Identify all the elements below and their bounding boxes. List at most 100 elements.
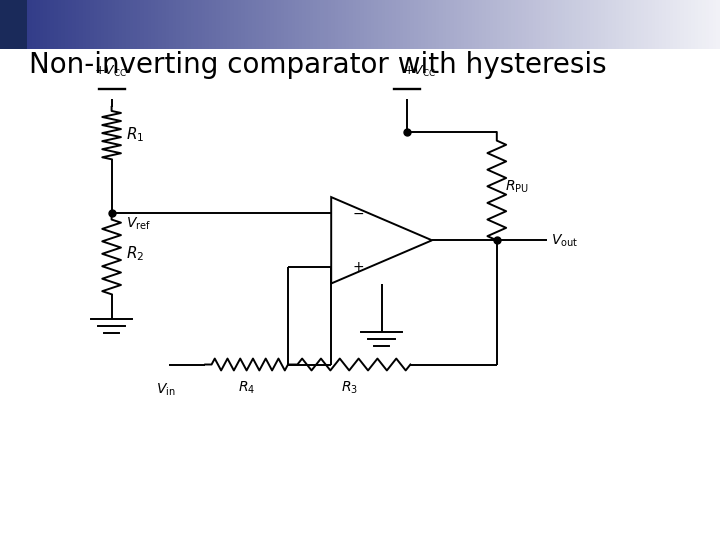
Text: $R_3$: $R_3$: [341, 380, 358, 396]
Text: $V_{\rm out}$: $V_{\rm out}$: [551, 232, 578, 248]
Bar: [328, 0, 331, 49]
Bar: [148, 0, 151, 49]
Text: Non-inverting comparator with hysteresis: Non-inverting comparator with hysteresis: [29, 51, 606, 79]
Bar: [11, 0, 14, 49]
Bar: [378, 0, 382, 49]
Bar: [209, 0, 212, 49]
Bar: [7, 0, 11, 49]
Text: $R_2$: $R_2$: [126, 245, 144, 263]
Bar: [522, 0, 526, 49]
Bar: [450, 0, 454, 49]
Bar: [166, 0, 169, 49]
Bar: [360, 0, 364, 49]
Bar: [4, 0, 7, 49]
Bar: [0, 0, 4, 49]
Bar: [317, 0, 320, 49]
Bar: [216, 0, 220, 49]
Text: $R_4$: $R_4$: [238, 380, 255, 396]
Bar: [14, 0, 18, 49]
Bar: [281, 0, 284, 49]
Bar: [425, 0, 428, 49]
Bar: [68, 0, 72, 49]
Bar: [403, 0, 407, 49]
Text: $+V_{\rm CC}$: $+V_{\rm CC}$: [403, 64, 436, 79]
Bar: [79, 0, 83, 49]
Bar: [558, 0, 562, 49]
Bar: [709, 0, 713, 49]
Bar: [349, 0, 353, 49]
Bar: [324, 0, 328, 49]
Bar: [457, 0, 461, 49]
Bar: [410, 0, 414, 49]
Bar: [40, 0, 43, 49]
Bar: [461, 0, 464, 49]
Bar: [428, 0, 432, 49]
Bar: [335, 0, 338, 49]
Bar: [551, 0, 554, 49]
Bar: [529, 0, 533, 49]
Bar: [288, 0, 292, 49]
Bar: [162, 0, 166, 49]
Bar: [688, 0, 691, 49]
Bar: [115, 0, 119, 49]
Bar: [122, 0, 126, 49]
Bar: [140, 0, 144, 49]
Bar: [504, 0, 508, 49]
Bar: [245, 0, 248, 49]
Bar: [446, 0, 450, 49]
Bar: [508, 0, 511, 49]
Bar: [702, 0, 706, 49]
Bar: [238, 0, 241, 49]
Bar: [648, 0, 652, 49]
Bar: [677, 0, 680, 49]
Bar: [58, 0, 61, 49]
Bar: [619, 0, 623, 49]
Bar: [126, 0, 130, 49]
Bar: [515, 0, 518, 49]
Bar: [634, 0, 637, 49]
Bar: [616, 0, 619, 49]
Bar: [652, 0, 655, 49]
Bar: [234, 0, 238, 49]
Bar: [338, 0, 342, 49]
Bar: [72, 0, 76, 49]
Bar: [25, 0, 29, 49]
Bar: [112, 0, 115, 49]
Bar: [302, 0, 306, 49]
Bar: [65, 0, 68, 49]
Bar: [698, 0, 702, 49]
Bar: [259, 0, 263, 49]
Bar: [662, 0, 666, 49]
Bar: [310, 0, 313, 49]
Bar: [392, 0, 396, 49]
Bar: [270, 0, 274, 49]
Bar: [277, 0, 281, 49]
Bar: [202, 0, 205, 49]
Text: $V_{\rm in}$: $V_{\rm in}$: [156, 382, 176, 398]
Bar: [320, 0, 324, 49]
Bar: [61, 0, 65, 49]
Bar: [187, 0, 191, 49]
Bar: [36, 0, 40, 49]
Bar: [439, 0, 443, 49]
Bar: [205, 0, 209, 49]
Bar: [500, 0, 504, 49]
Bar: [133, 0, 137, 49]
Bar: [367, 0, 371, 49]
Bar: [540, 0, 544, 49]
Text: $+V_{\rm CC}$: $+V_{\rm CC}$: [94, 64, 126, 79]
Bar: [590, 0, 594, 49]
Bar: [691, 0, 695, 49]
Bar: [22, 0, 25, 49]
Bar: [119, 0, 122, 49]
Bar: [464, 0, 468, 49]
Bar: [659, 0, 662, 49]
Bar: [583, 0, 587, 49]
Bar: [18, 0, 22, 49]
Bar: [252, 0, 256, 49]
Bar: [666, 0, 670, 49]
Bar: [587, 0, 590, 49]
Bar: [569, 0, 572, 49]
Bar: [572, 0, 576, 49]
Bar: [385, 0, 389, 49]
